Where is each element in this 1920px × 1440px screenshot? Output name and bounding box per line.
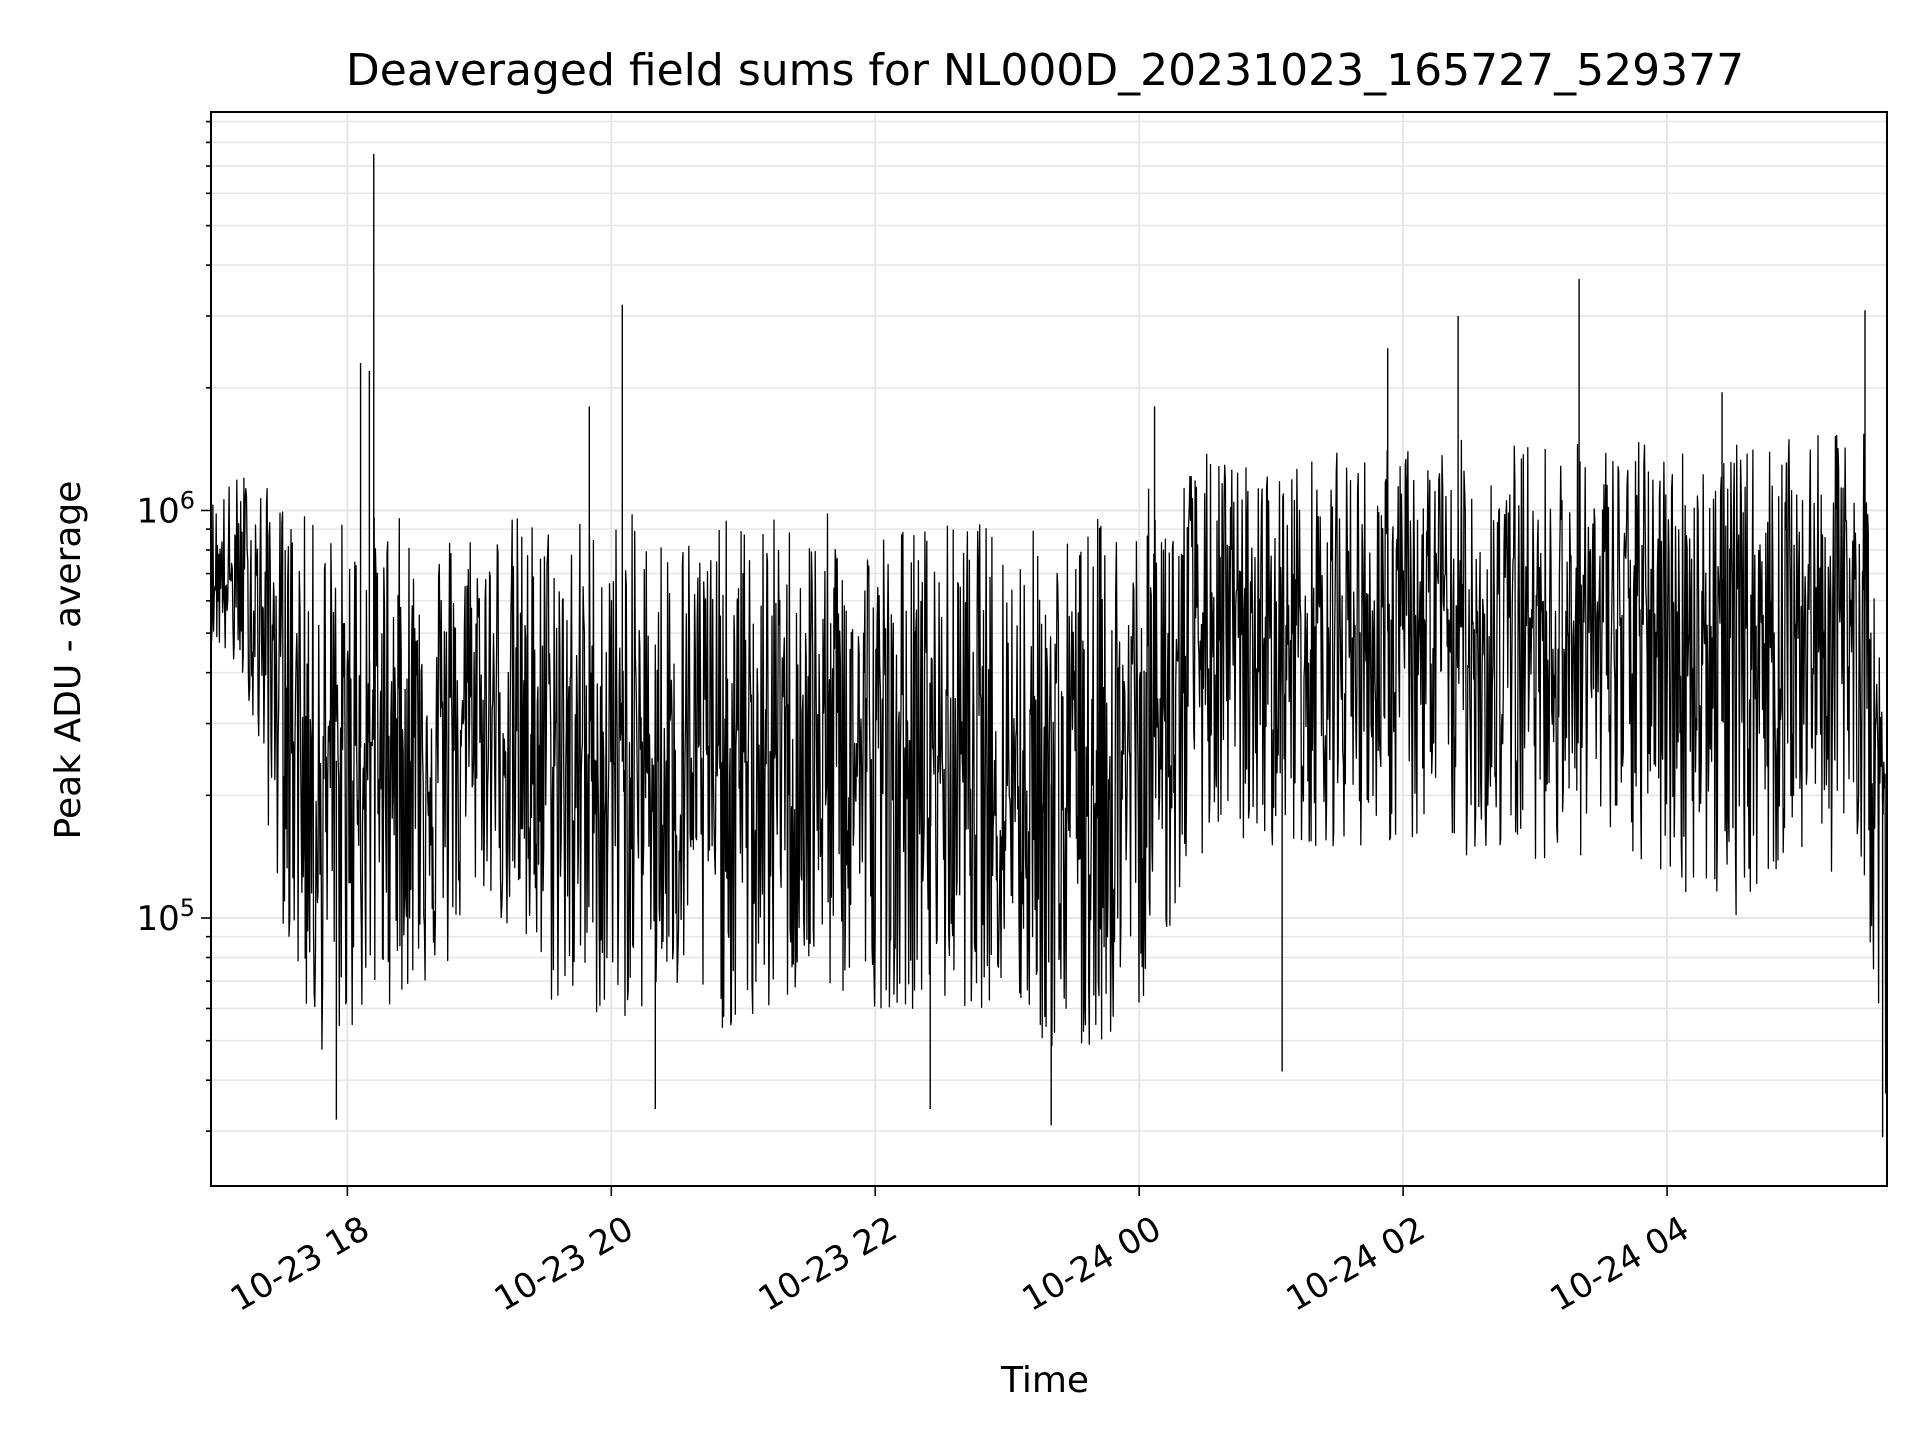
x-tick-label: 10-23 18 (224, 1209, 376, 1320)
x-tick-label: 10-24 04 (1544, 1209, 1696, 1320)
x-axis-label: Time (1000, 1360, 1089, 1401)
x-tick-label: 10-23 22 (752, 1209, 904, 1320)
x-tick-label: 10-24 02 (1280, 1209, 1432, 1320)
plot-frame (210, 111, 1888, 1187)
y-tick-label: 106 (136, 486, 195, 531)
y-tick-label: 105 (136, 894, 195, 939)
chart-title: Deaveraged field sums for NL000D_2023102… (346, 45, 1744, 96)
data-series (210, 153, 1888, 1138)
x-tick-label: 10-24 00 (1016, 1209, 1168, 1320)
data-line (210, 433, 1888, 1094)
x-tick-label: 10-23 20 (488, 1209, 640, 1320)
y-axis-label: Peak ADU - average (48, 481, 89, 840)
